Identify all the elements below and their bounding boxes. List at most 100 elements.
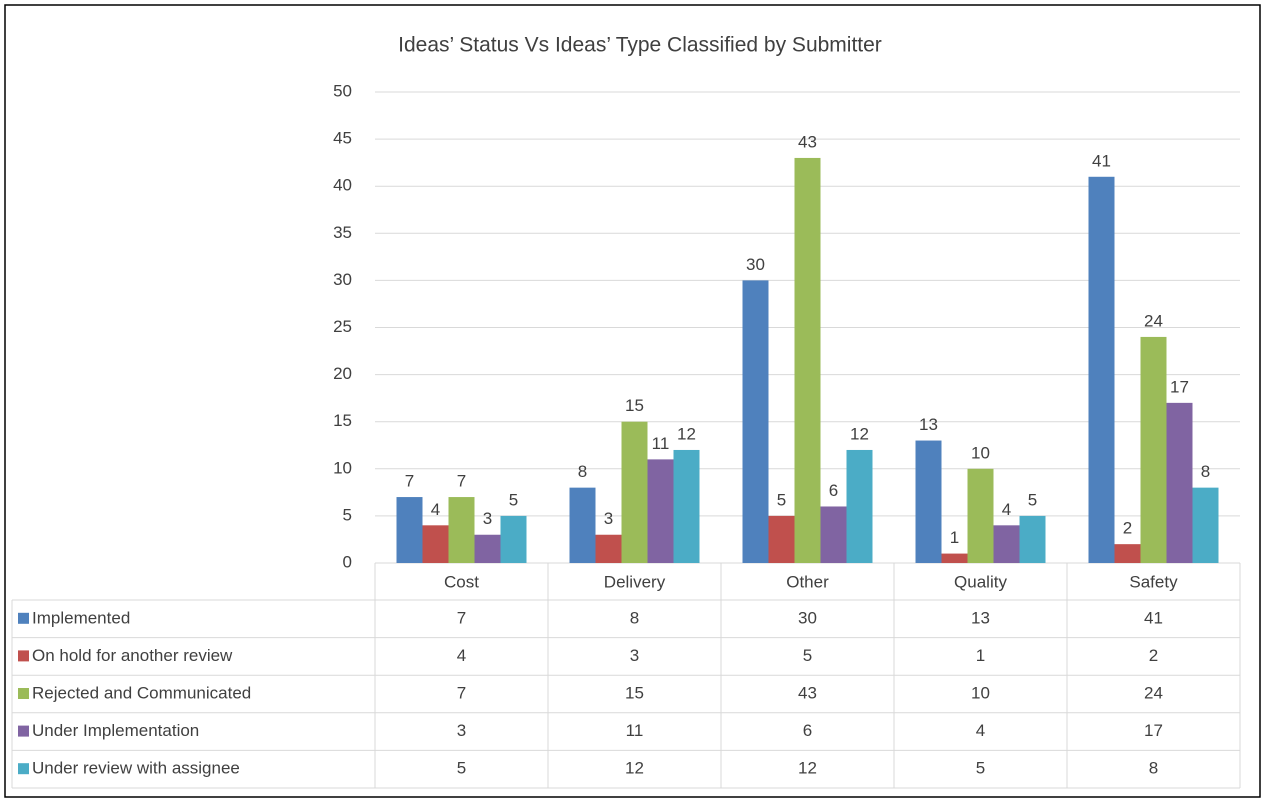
x-tick-label: Safety (1129, 572, 1178, 591)
bar (742, 280, 769, 563)
x-tick-label: Quality (954, 572, 1007, 591)
data-label: 7 (457, 472, 466, 491)
bar (820, 506, 847, 563)
data-label: 15 (625, 396, 644, 415)
frame (4, 4, 1261, 798)
legend-swatch (18, 763, 29, 775)
y-tick-label: 5 (343, 505, 352, 524)
data-label: 43 (798, 132, 817, 151)
data-label: 4 (1002, 500, 1011, 519)
legend-swatch (18, 688, 29, 699)
legend-label: Rejected and Communicated (32, 683, 251, 702)
data-label: 41 (1092, 151, 1111, 170)
data-label: 13 (919, 415, 938, 434)
table-cell: 4 (976, 721, 985, 740)
table-cell: 3 (630, 646, 639, 665)
data-label: 24 (1144, 311, 1163, 330)
bar (941, 553, 968, 563)
bar (569, 487, 596, 563)
y-tick-label: 50 (333, 81, 352, 100)
data-label: 8 (578, 462, 587, 481)
legend-label: Under Implementation (32, 721, 199, 740)
table-cell: 5 (976, 759, 985, 778)
data-label: 6 (829, 481, 838, 500)
x-tick-label: Delivery (604, 572, 666, 591)
legend-label: On hold for another review (32, 646, 233, 665)
bar (474, 534, 501, 563)
table-cell: 7 (457, 683, 466, 702)
data-label: 5 (1028, 490, 1037, 509)
table-cell: 7 (457, 608, 466, 627)
bar (846, 449, 873, 563)
table-cell: 13 (971, 608, 990, 627)
data-label: 2 (1123, 519, 1132, 538)
y-tick-label: 15 (333, 411, 352, 430)
x-tick-label: Cost (444, 572, 479, 591)
y-tick-label: 10 (333, 458, 352, 477)
legend-swatch (18, 650, 29, 662)
data-label: 10 (971, 443, 990, 462)
y-tick-label: 30 (333, 270, 352, 289)
table-cell: 4 (457, 646, 466, 665)
y-tick-label: 45 (333, 129, 352, 148)
table-cell: 11 (626, 721, 644, 740)
data-label: 8 (1201, 462, 1210, 481)
bar (621, 421, 648, 563)
data-label: 30 (746, 255, 765, 274)
bar (448, 497, 475, 563)
x-tick-label: Other (786, 572, 829, 591)
data-label: 5 (777, 490, 786, 509)
bar (396, 497, 423, 563)
data-label: 11 (652, 434, 670, 453)
legend-swatch (18, 612, 29, 624)
y-tick-label: 35 (333, 223, 352, 242)
table-cell: 17 (1144, 721, 1163, 740)
bar (673, 449, 700, 563)
bar (595, 534, 622, 563)
table-cell: 5 (803, 646, 812, 665)
legend-label: Under review with assignee (32, 759, 240, 778)
bar (1088, 176, 1115, 563)
table-cell: 30 (798, 608, 817, 627)
table-cell: 15 (625, 683, 644, 702)
table-cell: 1 (976, 646, 985, 665)
y-tick-label: 25 (333, 317, 352, 336)
legend-swatch (18, 725, 29, 737)
table-cell: 5 (457, 759, 466, 778)
bar (915, 440, 942, 563)
table-cell: 6 (803, 721, 812, 740)
y-tick-label: 40 (333, 176, 352, 195)
table-cell: 10 (971, 683, 990, 702)
table-cell: 8 (630, 608, 639, 627)
data-label: 5 (509, 490, 518, 509)
bar (647, 459, 674, 563)
bar (768, 515, 795, 563)
bar (967, 468, 994, 563)
data-label: 12 (850, 424, 869, 443)
table-cell: 24 (1144, 683, 1163, 702)
bar (1140, 336, 1167, 563)
bar (794, 157, 821, 563)
y-tick-label: 20 (333, 364, 352, 383)
table-cell: 3 (457, 721, 466, 740)
legend-label: Implemented (32, 608, 130, 627)
bar (422, 525, 449, 563)
bar (993, 525, 1020, 563)
bar (1166, 402, 1193, 563)
data-label: 17 (1170, 377, 1189, 396)
y-tick-label: 0 (343, 552, 352, 571)
table-cell: 2 (1149, 646, 1158, 665)
data-label: 12 (677, 424, 696, 443)
bar (500, 515, 527, 563)
bar (1192, 487, 1219, 563)
bar (1019, 515, 1046, 563)
data-label: 1 (950, 528, 959, 547)
bar (1114, 544, 1141, 563)
table-cell: 41 (1144, 608, 1163, 627)
table-cell: 12 (625, 759, 644, 778)
table-cell: 43 (798, 683, 817, 702)
table-cell: 8 (1149, 759, 1158, 778)
table-cell: 12 (798, 759, 817, 778)
